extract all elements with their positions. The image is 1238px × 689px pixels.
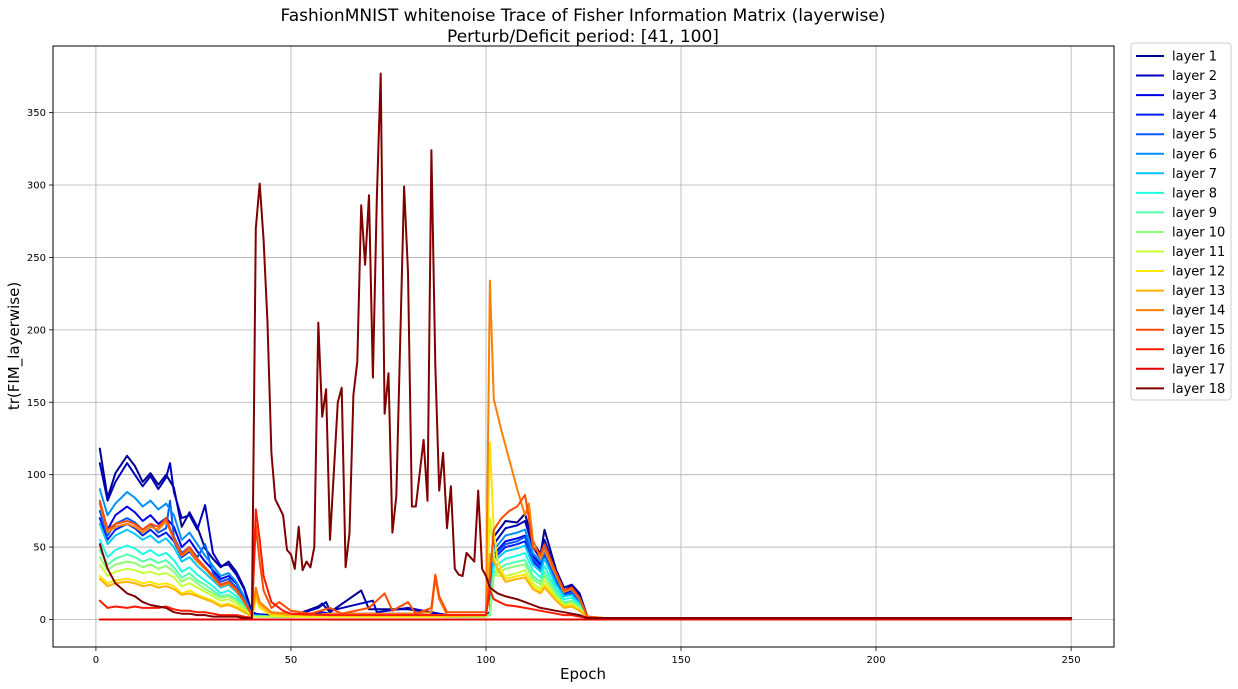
series-layer (98, 72, 1073, 621)
y-tick-label: 250 (27, 253, 46, 264)
series-line-layer-18 (98, 72, 1073, 619)
legend-label: layer 11 (1172, 245, 1225, 260)
plot-frame (52, 45, 1115, 648)
x-tick-label: 250 (1062, 655, 1081, 666)
legend-label: layer 3 (1172, 89, 1217, 104)
x-tick-label: 50 (285, 655, 298, 666)
legend-label: layer 16 (1172, 343, 1225, 358)
x-tick-label: 100 (476, 655, 495, 666)
chart-subtitle: Perturb/Deficit period: [41, 100] (447, 27, 719, 47)
y-tick-label: 100 (27, 470, 46, 481)
legend-label: layer 8 (1172, 186, 1217, 201)
legend-label: layer 12 (1172, 265, 1225, 280)
y-tick-label: 350 (27, 108, 46, 119)
y-tick-label: 0 (40, 615, 46, 626)
legend-label: layer 2 (1172, 69, 1217, 84)
ticks: 0 50 100 150 200 250 0 50 100 150 200 250 300 350 (27, 108, 1081, 666)
y-tick-label: 300 (27, 181, 46, 192)
x-tick-label: 150 (671, 655, 690, 666)
legend-label: layer 1 (1172, 50, 1217, 65)
y-tick-label: 200 (27, 325, 46, 336)
legend-label: layer 14 (1172, 304, 1225, 319)
legend: layer 1 layer 2 layer 3 layer 4 layer 5 layer… (1130, 42, 1232, 401)
legend-label: layer 10 (1172, 225, 1225, 240)
legend-label: layer 17 (1172, 362, 1225, 377)
x-axis-label: Epoch (560, 665, 606, 683)
y-tick-label: 50 (33, 543, 46, 554)
y-tick-label: 150 (27, 398, 46, 409)
grid (53, 46, 1114, 647)
legend-label: layer 9 (1172, 206, 1217, 221)
legend-label: layer 15 (1172, 323, 1225, 338)
legend-label: layer 6 (1172, 147, 1217, 162)
y-axis-label: tr(FIM_layerwise) (5, 282, 24, 410)
series-line-layer-12 (98, 441, 1073, 619)
legend-label: layer 4 (1172, 108, 1217, 123)
legend-label: layer 13 (1172, 284, 1225, 299)
series-line-layer-13 (98, 553, 1073, 619)
chart-title: FashionMNIST whitenoise Trace of Fisher … (281, 6, 886, 26)
legend-label: layer 5 (1172, 128, 1217, 143)
x-tick-label: 200 (867, 655, 886, 666)
series-line-layer-15 (98, 493, 1073, 619)
legend-label: layer 7 (1172, 167, 1217, 182)
x-tick-label: 0 (93, 655, 99, 666)
legend-label: layer 18 (1172, 382, 1225, 397)
